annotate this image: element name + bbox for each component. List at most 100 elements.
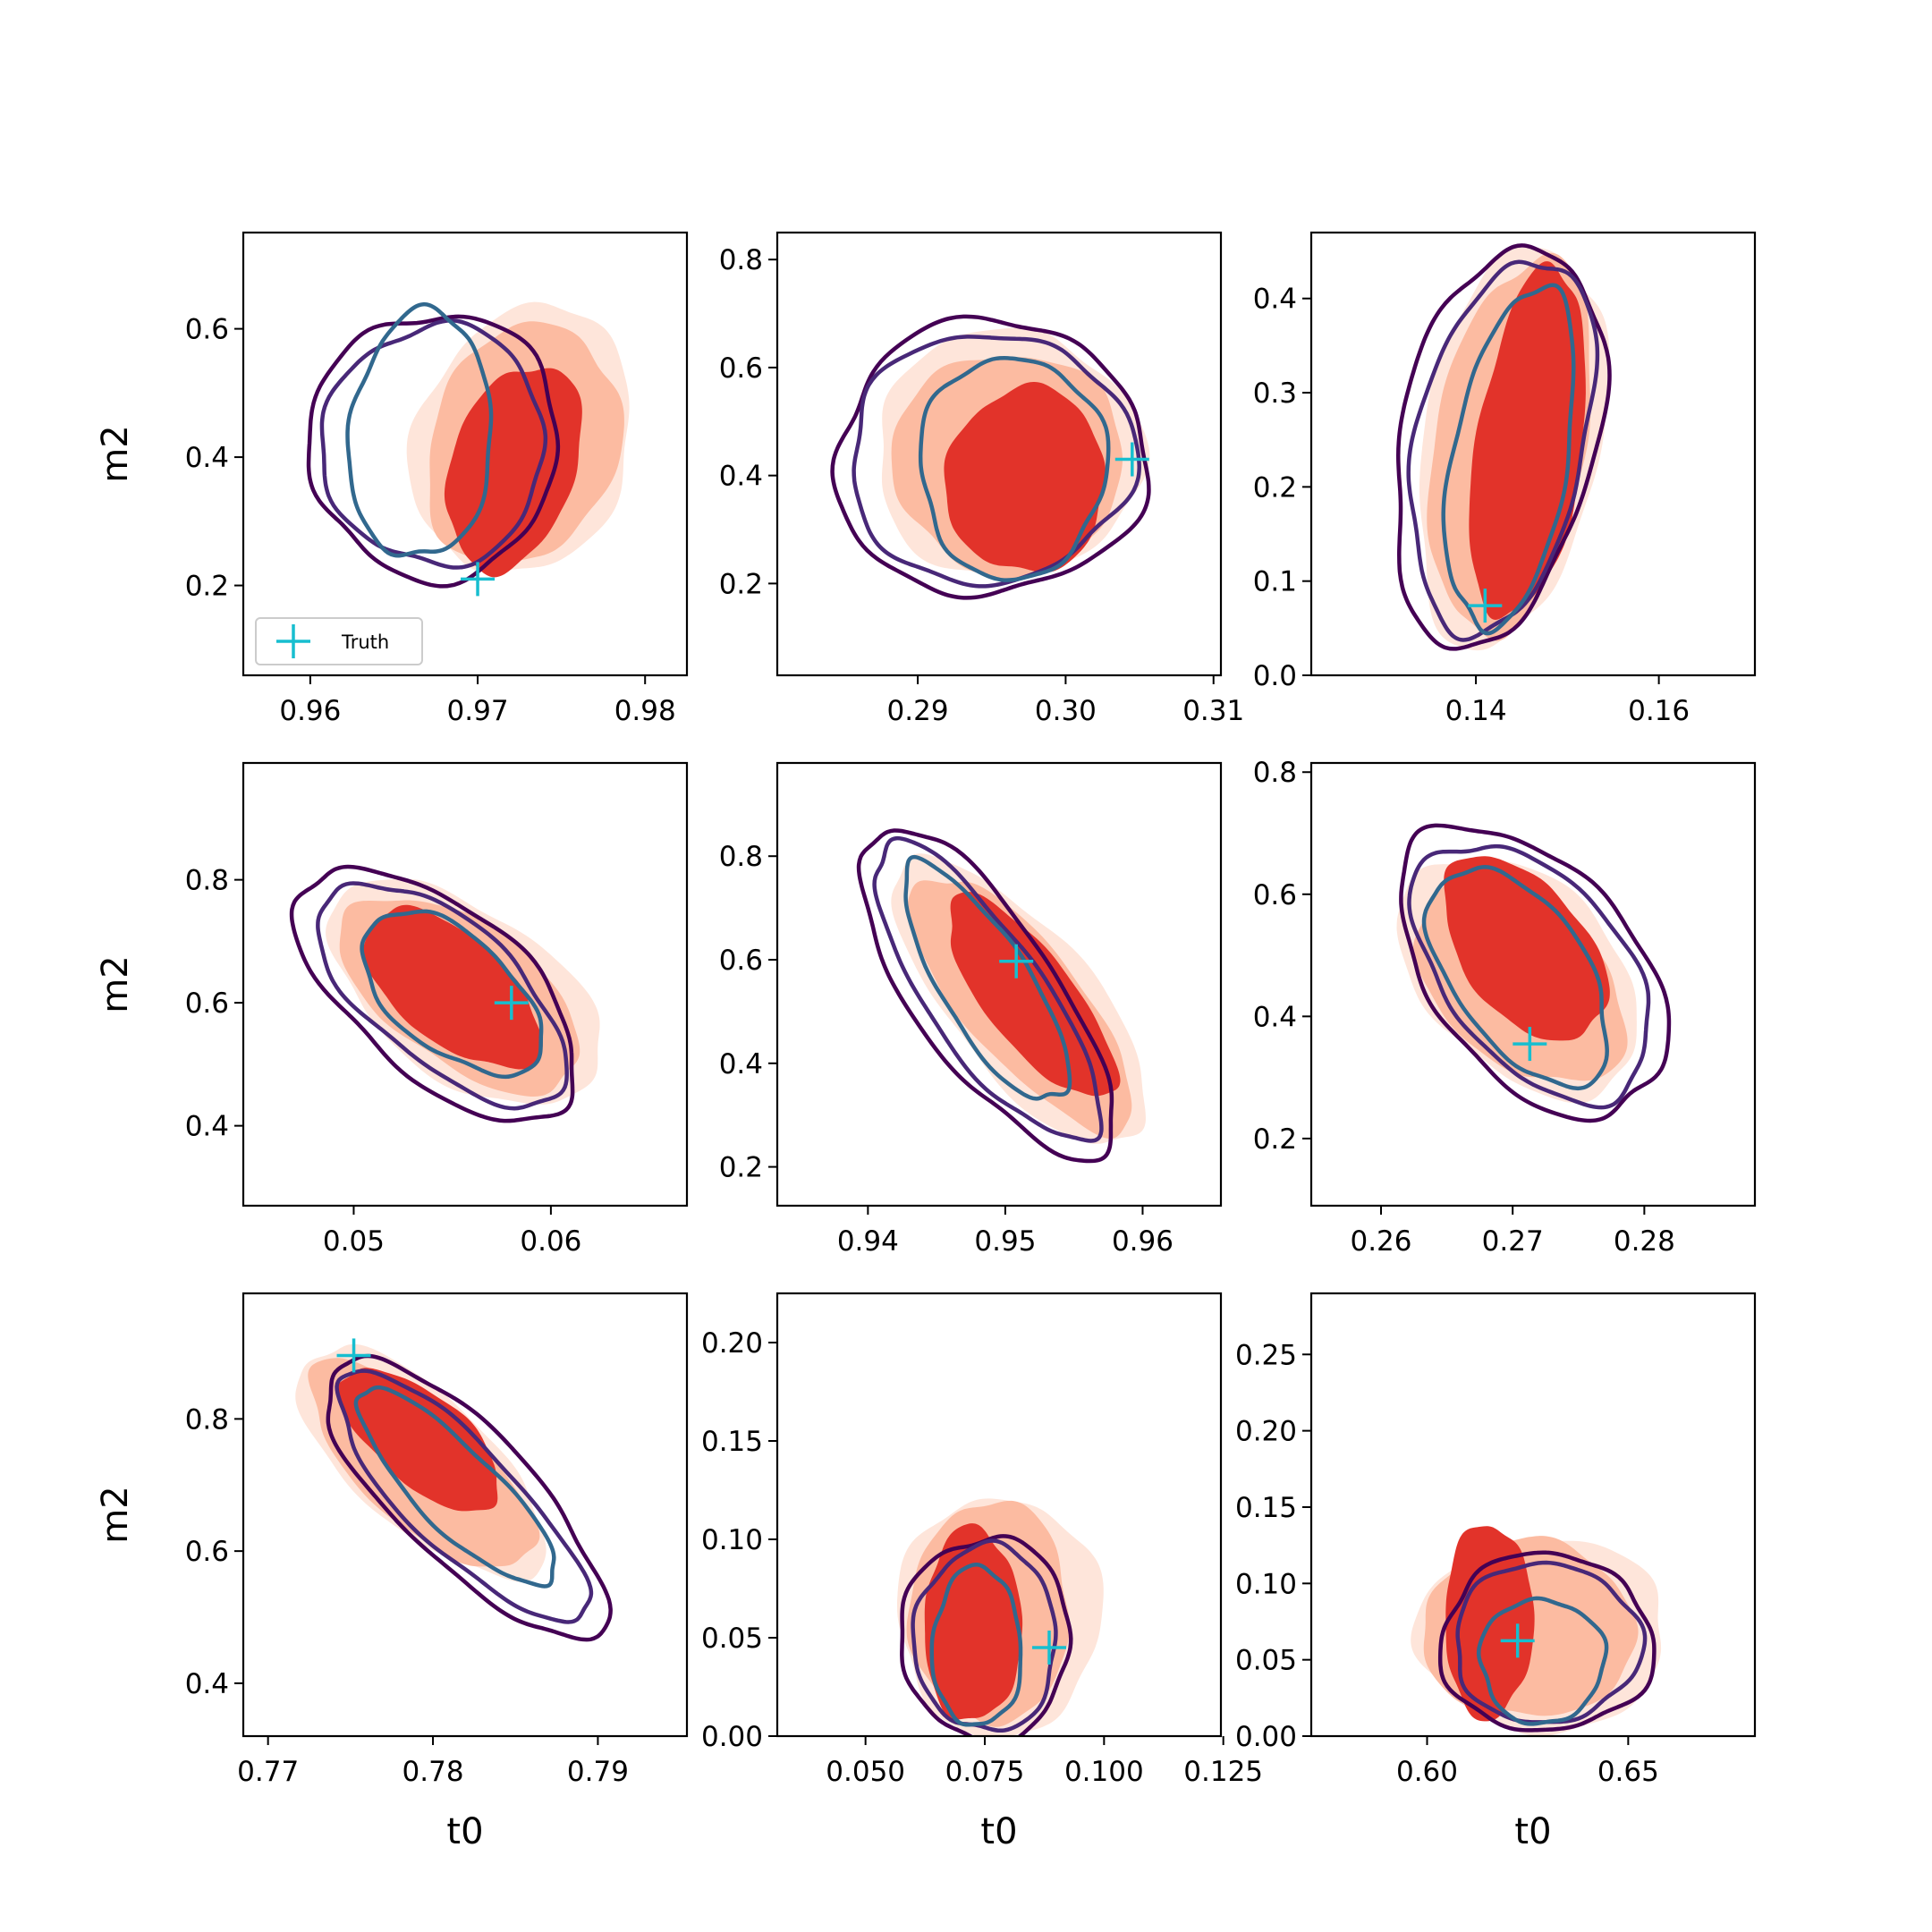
y-tick-label: 0.00 [1235, 1721, 1297, 1753]
y-tick-label: 0.4 [1253, 284, 1297, 316]
x-tick-label: 0.28 [1614, 1225, 1675, 1258]
line-contour-outer [1437, 1550, 1657, 1733]
truth-marker [494, 986, 529, 1021]
y-tick-label: 0.4 [185, 1668, 229, 1700]
subplot-4-contours [289, 864, 600, 1123]
line-contour-mid [1407, 843, 1651, 1110]
subplot-8-contours [896, 1498, 1104, 1736]
line-contour-outer [326, 1353, 613, 1642]
y-tick-label: 0.2 [1253, 1123, 1297, 1156]
line-contour-inner [1421, 864, 1609, 1091]
x-axis-label: t0 [446, 1811, 483, 1852]
x-axis-label: t0 [1514, 1811, 1551, 1852]
x-axis-label: t0 [980, 1811, 1017, 1852]
y-tick-label: 0.8 [1253, 757, 1297, 789]
x-tick-label: 0.78 [402, 1756, 464, 1788]
line-contour-inner [929, 1563, 1023, 1727]
axes-frame [775, 1292, 1223, 1738]
y-tick-label: 0.2 [1253, 471, 1297, 504]
subplot-9-contours [1411, 1526, 1662, 1736]
x-tick-label: 0.125 [1183, 1756, 1263, 1788]
x-tick-label: 0.79 [567, 1756, 629, 1788]
x-tick-label: 0.60 [1396, 1756, 1458, 1788]
legend: Truth [255, 617, 423, 665]
subplot-6-contours [1396, 823, 1672, 1123]
truth-marker [1114, 442, 1149, 477]
y-tick-label: 0.8 [719, 244, 763, 276]
subplot-7-contours [295, 1343, 613, 1642]
line-contour-inner [1476, 1596, 1609, 1726]
filled-contour-inner [444, 368, 582, 578]
x-tick-label: 0.05 [323, 1225, 385, 1258]
filled-contour-inner [944, 381, 1106, 573]
y-tick-label: 0.05 [701, 1623, 763, 1655]
filled-contour-inner [1444, 856, 1610, 1041]
x-tick-label: 0.96 [1112, 1225, 1174, 1258]
x-tick-label: 0.075 [945, 1756, 1025, 1788]
y-tick-label: 0.6 [185, 1536, 229, 1568]
x-tick-label: 0.050 [826, 1756, 905, 1788]
y-tick-label: 0.6 [185, 314, 229, 346]
subplot-5-contours [856, 828, 1146, 1164]
y-tick-label: 0.8 [185, 1403, 229, 1436]
y-tick-label: 0.25 [1235, 1339, 1297, 1371]
y-tick-label: 0.0 [1253, 660, 1297, 692]
y-tick-label: 0.8 [185, 865, 229, 897]
line-contour-inner [345, 301, 494, 558]
x-tick-label: 0.26 [1350, 1225, 1411, 1258]
filled-contour-inner [924, 1523, 1023, 1720]
subplot-4: 0.05 0.06 0.4 0.6 0.8 m2 [95, 761, 689, 1258]
y-tick-label: 0.05 [1235, 1645, 1297, 1677]
y-tick-label: 0.6 [719, 352, 763, 385]
x-tick-label: 0.65 [1597, 1756, 1659, 1788]
axes-frame [1309, 1292, 1757, 1738]
y-tick-label: 0.6 [1253, 879, 1297, 911]
line-contour-outer [306, 314, 561, 589]
x-tick-label: 0.96 [279, 695, 341, 727]
axes-frame [242, 1292, 689, 1738]
subplot-3: 0.14 0.16 0.0 0.1 0.2 0.3 0.4 [1253, 231, 1757, 727]
axes-frame [775, 761, 1223, 1208]
subplot-2-contours [830, 314, 1151, 600]
filled-contour-inner [336, 1368, 498, 1512]
line-contour-outer [289, 864, 575, 1123]
y-tick-label: 0.2 [719, 1152, 763, 1184]
line-contour-mid [1455, 1560, 1648, 1724]
line-contour-inner [353, 1385, 556, 1589]
subplot-7: 0.77 0.78 0.79 0.4 0.6 0.8 m2 t0 [95, 1292, 689, 1852]
y-axis-label: m2 [95, 425, 136, 482]
y-tick-label: 0.4 [1253, 1001, 1297, 1033]
y-tick-label: 0.10 [1235, 1568, 1297, 1600]
x-tick-label: 0.98 [614, 695, 676, 727]
truth-marker [1513, 1027, 1547, 1062]
filled-contour-inner [1469, 261, 1586, 620]
y-axis-label: m2 [95, 955, 136, 1013]
line-contour-outer [856, 828, 1114, 1164]
y-tick-label: 0.6 [185, 987, 229, 1020]
axes-frame [1309, 231, 1757, 677]
line-contour-inner [1441, 283, 1576, 636]
filled-contour-inner [950, 892, 1121, 1097]
truth-marker [999, 944, 1034, 979]
y-tick-label: 0.1 [1253, 566, 1297, 598]
x-tick-label: 0.16 [1628, 695, 1690, 727]
truth-marker [1500, 1623, 1535, 1658]
legend-label: Truth [341, 631, 389, 653]
truth-marker [336, 1338, 371, 1373]
subplot-6: 0.26 0.27 0.28 0.2 0.4 0.6 0.8 [1253, 757, 1757, 1258]
y-tick-label: 0.10 [701, 1524, 763, 1556]
line-contour-mid [335, 1368, 594, 1624]
x-tick-label: 0.30 [1035, 695, 1097, 727]
line-contour-outer [1399, 823, 1672, 1123]
x-tick-label: 0.100 [1064, 1756, 1144, 1788]
axes-frame [242, 231, 689, 677]
filled-contour-inner [362, 904, 543, 1070]
subplot-3-contours [1396, 243, 1612, 651]
y-tick-label: 0.15 [701, 1426, 763, 1458]
truth-marker [1468, 589, 1503, 623]
y-tick-label: 0.3 [1253, 377, 1297, 410]
y-tick-label: 0.20 [1235, 1416, 1297, 1448]
line-contour-outer [900, 1534, 1073, 1736]
axes-frame [1309, 761, 1757, 1208]
